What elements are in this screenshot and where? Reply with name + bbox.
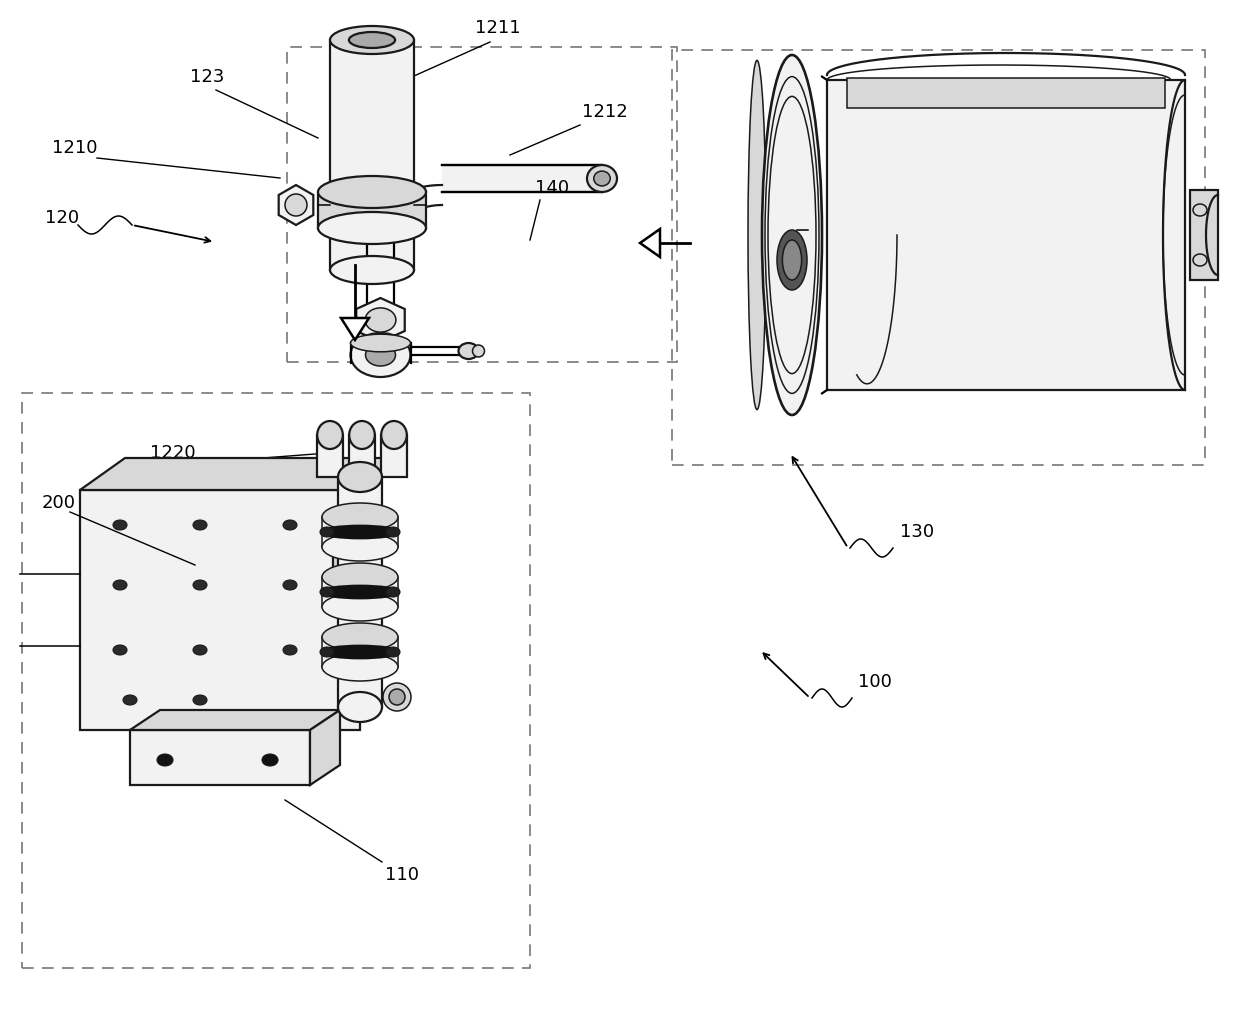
Ellipse shape [365, 308, 396, 332]
Ellipse shape [113, 580, 126, 590]
Ellipse shape [339, 462, 382, 492]
Bar [827, 80, 1185, 390]
Ellipse shape [350, 421, 374, 449]
Polygon shape [334, 522, 365, 542]
Bar [441, 165, 601, 192]
Bar [317, 192, 427, 228]
Text: 1212: 1212 [582, 103, 627, 121]
Text: 110: 110 [384, 866, 419, 884]
Ellipse shape [351, 333, 410, 377]
Ellipse shape [193, 695, 207, 705]
Polygon shape [81, 490, 360, 730]
Bar [322, 517, 398, 547]
Ellipse shape [386, 647, 401, 657]
Ellipse shape [381, 421, 407, 449]
Polygon shape [341, 318, 370, 340]
Polygon shape [279, 185, 314, 225]
Ellipse shape [472, 345, 485, 357]
Ellipse shape [322, 646, 398, 658]
Bar [350, 435, 374, 477]
Ellipse shape [322, 623, 398, 651]
Text: 140: 140 [534, 179, 569, 197]
Ellipse shape [386, 527, 401, 537]
Polygon shape [81, 458, 405, 490]
Ellipse shape [763, 55, 822, 415]
Ellipse shape [123, 695, 136, 705]
Text: 1210: 1210 [52, 139, 98, 157]
Polygon shape [640, 229, 660, 257]
Ellipse shape [322, 503, 398, 531]
Bar [1190, 190, 1218, 280]
Bar [130, 730, 310, 785]
Ellipse shape [322, 563, 398, 591]
Bar [22, 393, 529, 968]
Ellipse shape [322, 533, 398, 561]
Text: 120: 120 [45, 210, 79, 227]
Text: 123: 123 [190, 68, 224, 86]
Ellipse shape [283, 645, 298, 655]
Ellipse shape [317, 212, 427, 244]
Ellipse shape [317, 421, 342, 449]
Ellipse shape [459, 343, 479, 359]
Ellipse shape [320, 587, 334, 597]
Ellipse shape [1193, 204, 1207, 216]
Bar [330, 40, 414, 270]
Text: 200: 200 [42, 494, 76, 512]
Ellipse shape [383, 683, 410, 711]
Ellipse shape [366, 344, 396, 366]
Ellipse shape [285, 194, 308, 216]
Ellipse shape [322, 653, 398, 681]
Ellipse shape [283, 580, 298, 590]
Bar [322, 577, 398, 607]
Ellipse shape [339, 692, 382, 722]
Text: 1211: 1211 [475, 19, 521, 37]
Ellipse shape [386, 587, 401, 597]
Ellipse shape [389, 689, 405, 705]
Text: 130: 130 [900, 523, 934, 541]
Ellipse shape [320, 647, 334, 657]
Ellipse shape [748, 60, 766, 410]
Polygon shape [310, 710, 340, 785]
Ellipse shape [330, 26, 414, 54]
Ellipse shape [320, 527, 334, 537]
Text: 1220: 1220 [150, 444, 196, 462]
Ellipse shape [351, 334, 410, 352]
Bar [322, 637, 398, 667]
Ellipse shape [193, 645, 207, 655]
Ellipse shape [782, 240, 801, 280]
Bar [381, 435, 407, 477]
Bar [317, 435, 342, 477]
Ellipse shape [777, 230, 807, 290]
Ellipse shape [594, 171, 610, 186]
Ellipse shape [113, 645, 126, 655]
Ellipse shape [317, 176, 427, 208]
Ellipse shape [193, 580, 207, 590]
Ellipse shape [113, 520, 126, 530]
Bar [672, 50, 1205, 465]
Bar [339, 477, 382, 707]
Bar [334, 542, 350, 602]
Ellipse shape [322, 586, 398, 598]
Ellipse shape [283, 520, 298, 530]
Ellipse shape [157, 754, 174, 766]
Ellipse shape [348, 32, 396, 48]
Ellipse shape [587, 165, 618, 192]
Bar [286, 47, 677, 362]
Ellipse shape [262, 754, 278, 766]
Ellipse shape [322, 593, 398, 621]
Text: 100: 100 [858, 673, 892, 691]
Polygon shape [356, 298, 404, 342]
Ellipse shape [322, 526, 398, 538]
Ellipse shape [193, 520, 207, 530]
Ellipse shape [330, 256, 414, 284]
Polygon shape [130, 710, 340, 730]
Bar [847, 78, 1166, 108]
Ellipse shape [1193, 254, 1207, 266]
